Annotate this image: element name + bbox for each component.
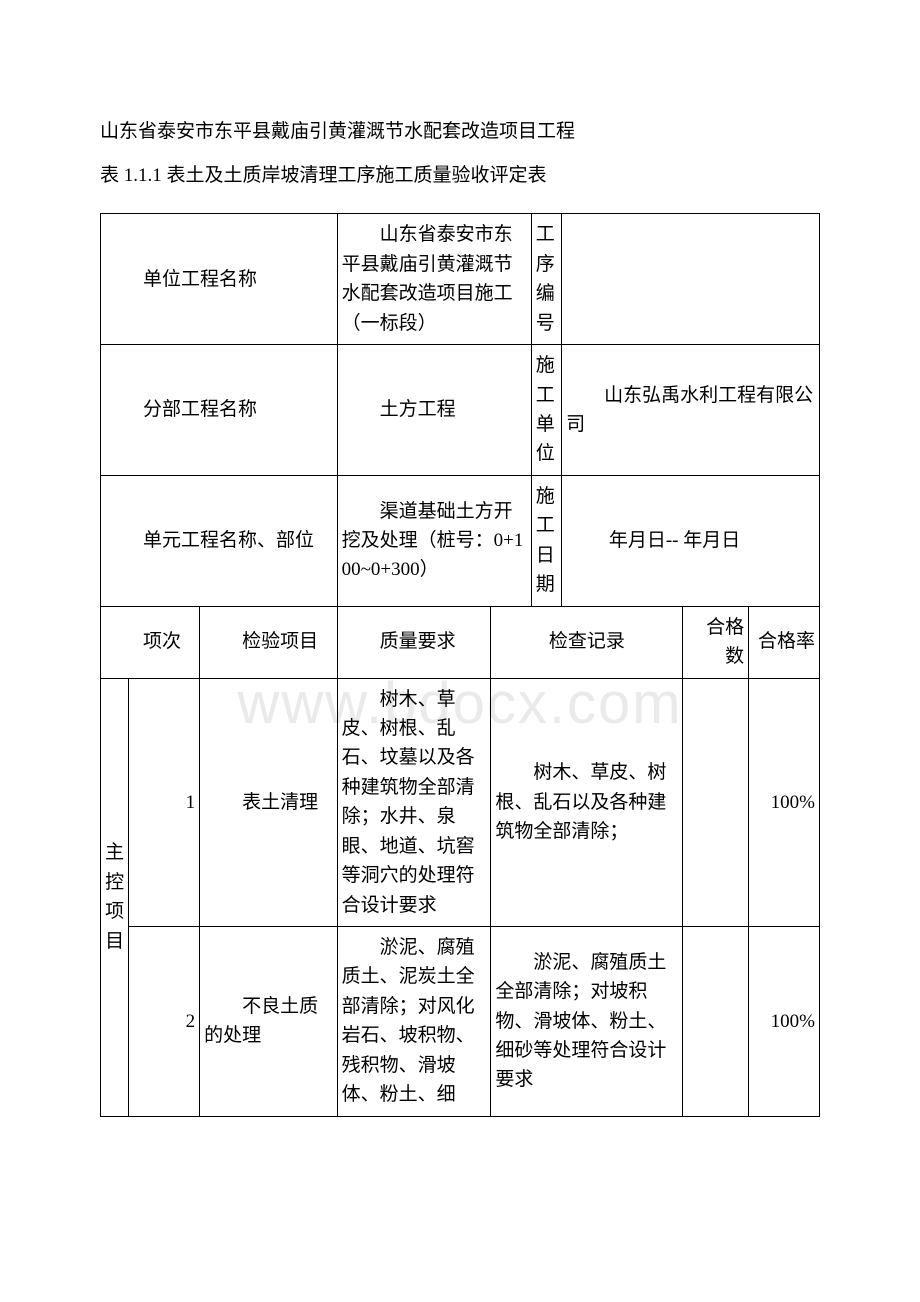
- sub-project-value: 土方工程: [337, 345, 531, 476]
- item-name-1: 表土清理: [200, 678, 338, 927]
- item-rate-1: 100%: [749, 678, 820, 927]
- col-header-record: 检查记录: [491, 606, 683, 678]
- contractor-label: 施工单位: [531, 345, 561, 476]
- item-count-2: [683, 927, 749, 1117]
- evaluation-table: 单位工程名称 山东省泰安市东平县戴庙引黄灌溉节水配套改造项目施工（一标段） 工序…: [100, 213, 820, 1116]
- table-header-row: 项次 检验项目 质量要求 检查记录 合格数 合格率: [101, 606, 820, 678]
- contractor-value: 山东弘禹水利工程有限公司: [562, 345, 820, 476]
- header-line-2: 表 1.1.1 表土及土质岸坡清理工序施工质量验收评定表: [100, 154, 820, 198]
- item-num-2: 2: [129, 927, 200, 1117]
- table-row: 单元工程名称、部位 渠道基础土方开挖及处理（桩号：0+100~0+300） 施工…: [101, 475, 820, 606]
- table-row: 单位工程名称 山东省泰安市东平县戴庙引黄灌溉节水配套改造项目施工（一标段） 工序…: [101, 214, 820, 345]
- item-count-1: [683, 678, 749, 927]
- item-req-2: 淤泥、腐殖质土、泥炭土全部清除；对风化岩石、坡积物、残积物、滑坡体、粉土、细: [337, 927, 491, 1117]
- unit-part-value: 渠道基础土方开挖及处理（桩号：0+100~0+300）: [337, 475, 531, 606]
- col-header-seq: 项次: [101, 606, 200, 678]
- unit-project-value: 山东省泰安市东平县戴庙引黄灌溉节水配套改造项目施工（一标段）: [337, 214, 531, 345]
- seq-no-value: [562, 214, 820, 345]
- col-header-req: 质量要求: [337, 606, 491, 678]
- item-record-1: 树木、草皮、树根、乱石以及各种建筑物全部清除；: [491, 678, 683, 927]
- date-value: 年月日-- 年月日: [562, 475, 820, 606]
- seq-no-label: 工序编号: [531, 214, 561, 345]
- item-name-2: 不良土质的处理: [200, 927, 338, 1117]
- unit-project-label: 单位工程名称: [101, 214, 338, 345]
- table-row: 主控项目 1 表土清理 树木、草皮、树根、乱石、坟墓以及各种建筑物全部清除；水井…: [101, 678, 820, 927]
- item-num-1: 1: [129, 678, 200, 927]
- col-header-item: 检验项目: [200, 606, 338, 678]
- unit-part-label: 单元工程名称、部位: [101, 475, 338, 606]
- table-row: 分部工程名称 土方工程 施工单位 山东弘禹水利工程有限公司: [101, 345, 820, 476]
- col-header-rate: 合格率: [749, 606, 820, 678]
- category-side-label: 主控项目: [101, 678, 129, 1116]
- col-header-count: 合格数: [683, 606, 749, 678]
- item-record-2: 淤泥、腐殖质土全部清除；对坡积物、滑坡体、粉土、细砂等处理符合设计要求: [491, 927, 683, 1117]
- sub-project-label: 分部工程名称: [101, 345, 338, 476]
- item-req-1: 树木、草皮、树根、乱石、坟墓以及各种建筑物全部清除；水井、泉眼、地道、坑窖等洞穴…: [337, 678, 491, 927]
- table-row: 2 不良土质的处理 淤泥、腐殖质土、泥炭土全部清除；对风化岩石、坡积物、残积物、…: [101, 927, 820, 1117]
- header-line-1: 山东省泰安市东平县戴庙引黄灌溉节水配套改造项目工程: [100, 110, 820, 154]
- document-body: 山东省泰安市东平县戴庙引黄灌溉节水配套改造项目工程 表 1.1.1 表土及土质岸…: [100, 110, 820, 1117]
- item-rate-2: 100%: [749, 927, 820, 1117]
- date-label: 施工日期: [531, 475, 561, 606]
